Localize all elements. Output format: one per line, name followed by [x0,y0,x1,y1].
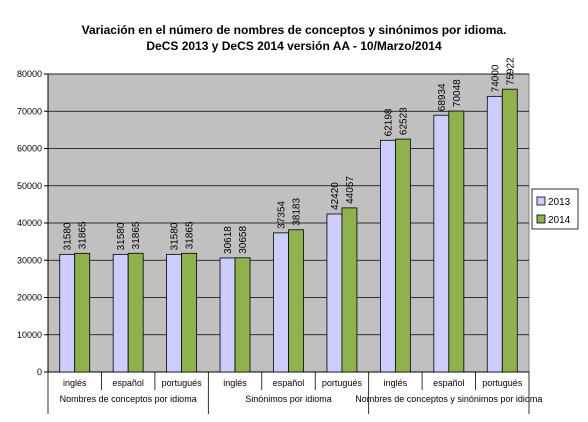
bar-2014-2 [181,252,198,373]
data-label: 31865 [131,221,142,249]
y-tick-label: 30000 [17,255,42,265]
legend-swatch [536,196,546,206]
bar-2013-1 [112,253,129,373]
data-label: 74000 [490,64,501,92]
plot-area: 0 10000 20000 30000 40000 50000 60000 70000 8000… [17,57,542,414]
y-tick-label: 70000 [17,106,42,116]
bar-2014-6 [394,138,411,373]
category-label: portugués [162,378,203,388]
data-label: 31865 [185,221,196,249]
data-label: 31580 [116,222,127,250]
y-tick-label: 0 [37,367,42,377]
bar-2013-0 [59,253,76,373]
data-label: 31580 [63,222,74,250]
bar-2013-8 [486,95,503,373]
category-label: español [433,378,465,388]
bar-2013-2 [166,253,183,373]
bar-2013-4 [273,232,289,373]
bar-2014-0 [74,252,91,373]
data-label: 62198 [383,108,394,136]
data-label: 31580 [170,222,181,250]
bar-2014-8 [501,88,518,373]
bar-2014-4 [288,229,304,373]
data-label: 30618 [223,226,234,254]
data-label: 75922 [505,57,516,85]
legend-box [531,188,579,230]
category-label: español [112,378,144,388]
y-tick-label: 10000 [17,330,42,340]
data-label: 37354 [277,201,288,229]
data-label: 31865 [78,221,89,249]
data-label: 68934 [437,83,448,111]
y-tick-label: 60000 [17,144,42,154]
data-label: 30658 [238,226,249,254]
y-tick-label: 50000 [17,181,42,191]
group-label: Nombres de conceptos por idioma [60,394,197,404]
chart-title-line-2: DeCS 2013 y DeCS 2014 versión AA - 10/Ma… [146,39,442,53]
bar-2014-3 [234,257,251,373]
category-label: inglés [384,378,408,388]
bar-2013-7 [433,114,450,373]
bar-2014-7 [448,110,465,373]
category-label: inglés [223,378,247,388]
bar-2013-5 [326,213,343,373]
category-label: portugués [482,378,523,388]
group-label: Sinónimos por idioma [245,394,332,404]
category-label: inglés [63,378,87,388]
data-label: 38183 [292,198,303,226]
y-tick-label: 80000 [17,69,42,79]
legend-label: 2013 [548,197,571,208]
y-tick-label: 40000 [17,218,42,228]
category-label: español [273,378,305,388]
data-label: 62523 [398,107,409,135]
bar-2014-1 [127,252,144,373]
bar-2014-5 [341,207,358,373]
bar-2013-6 [379,139,396,373]
data-label: 44057 [345,176,356,204]
legend-swatch [536,214,546,224]
y-tick-label: 20000 [17,293,42,303]
data-label: 42420 [330,182,341,210]
data-label: 70048 [452,79,463,107]
legend: 2013 2014 [531,188,579,230]
chart-title-line-1: Variación en el número de nombres de con… [82,23,507,37]
category-label: portugués [322,378,363,388]
group-label: Nombres de conceptos y sinónimos por idi… [355,394,542,404]
bar-2013-3 [219,257,236,373]
legend-label: 2014 [548,215,571,226]
